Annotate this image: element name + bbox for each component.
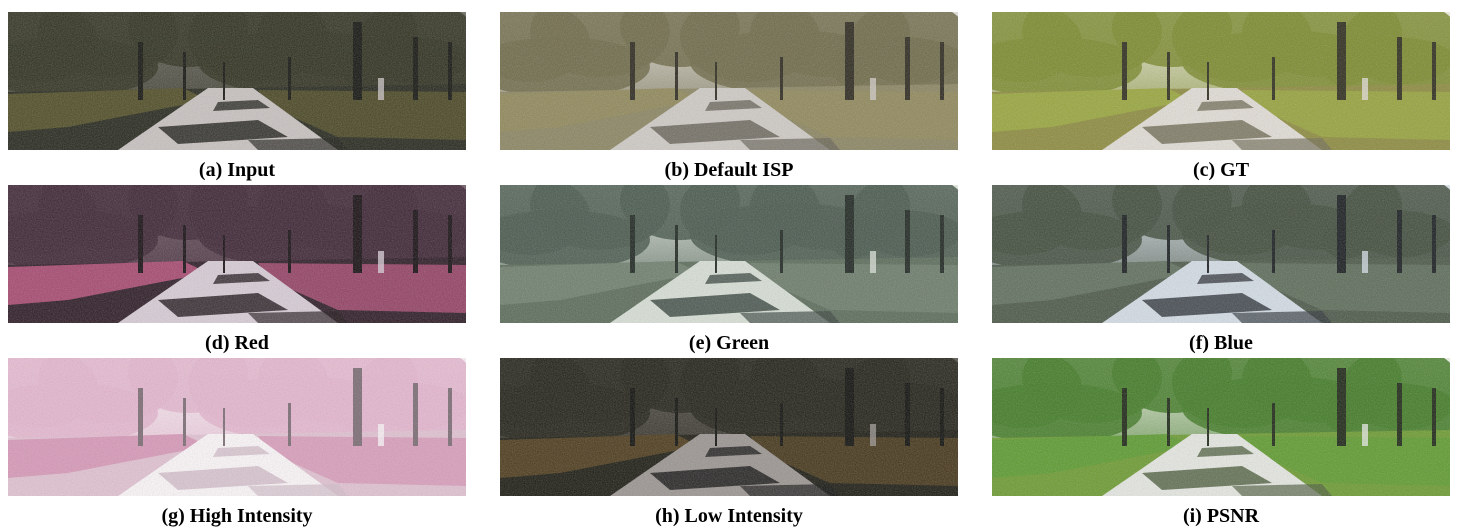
figure-panel-low-intensity: (h) Low Intensity bbox=[500, 358, 958, 527]
scene-image bbox=[500, 358, 958, 496]
scene-image bbox=[500, 185, 958, 323]
figure-panel-input: (a) Input bbox=[8, 12, 466, 181]
panel-image bbox=[500, 185, 958, 323]
figure-panel-default-isp: (b) Default ISP bbox=[500, 12, 958, 181]
scene-image bbox=[992, 185, 1450, 323]
panel-caption: (f) Blue bbox=[1189, 332, 1253, 354]
figure-panel-ground-truth: (c) GT bbox=[992, 12, 1450, 181]
panel-caption: (c) GT bbox=[1192, 159, 1250, 181]
scene-image bbox=[500, 12, 958, 150]
figure-panel-green: (e) Green bbox=[500, 185, 958, 354]
panel-image bbox=[500, 358, 958, 496]
panel-caption: (i) PSNR bbox=[1182, 505, 1260, 527]
panel-caption: (e) Green bbox=[688, 332, 770, 354]
figure-panel-red: (d) Red bbox=[8, 185, 466, 354]
panel-image bbox=[500, 12, 958, 150]
scene-image bbox=[8, 12, 466, 150]
figure-panel-psnr: (i) PSNR bbox=[992, 358, 1450, 527]
panel-image bbox=[8, 185, 466, 323]
panel-image bbox=[992, 185, 1450, 323]
scene-image bbox=[992, 12, 1450, 150]
panel-caption: (d) Red bbox=[205, 332, 269, 354]
panel-caption: (g) High Intensity bbox=[161, 505, 313, 527]
scene-image bbox=[992, 358, 1450, 496]
panel-image bbox=[8, 12, 466, 150]
scene-image bbox=[8, 358, 466, 496]
panel-image bbox=[992, 12, 1450, 150]
panel-caption: (h) Low Intensity bbox=[655, 505, 803, 527]
panel-caption: (a) Input bbox=[198, 159, 276, 181]
panel-caption: (b) Default ISP bbox=[664, 159, 794, 181]
panel-image bbox=[8, 358, 466, 496]
figure-panel-high-intensity: (g) High Intensity bbox=[8, 358, 466, 527]
panel-image bbox=[992, 358, 1450, 496]
figure-panel-blue: (f) Blue bbox=[992, 185, 1450, 354]
scene-image bbox=[8, 185, 466, 323]
